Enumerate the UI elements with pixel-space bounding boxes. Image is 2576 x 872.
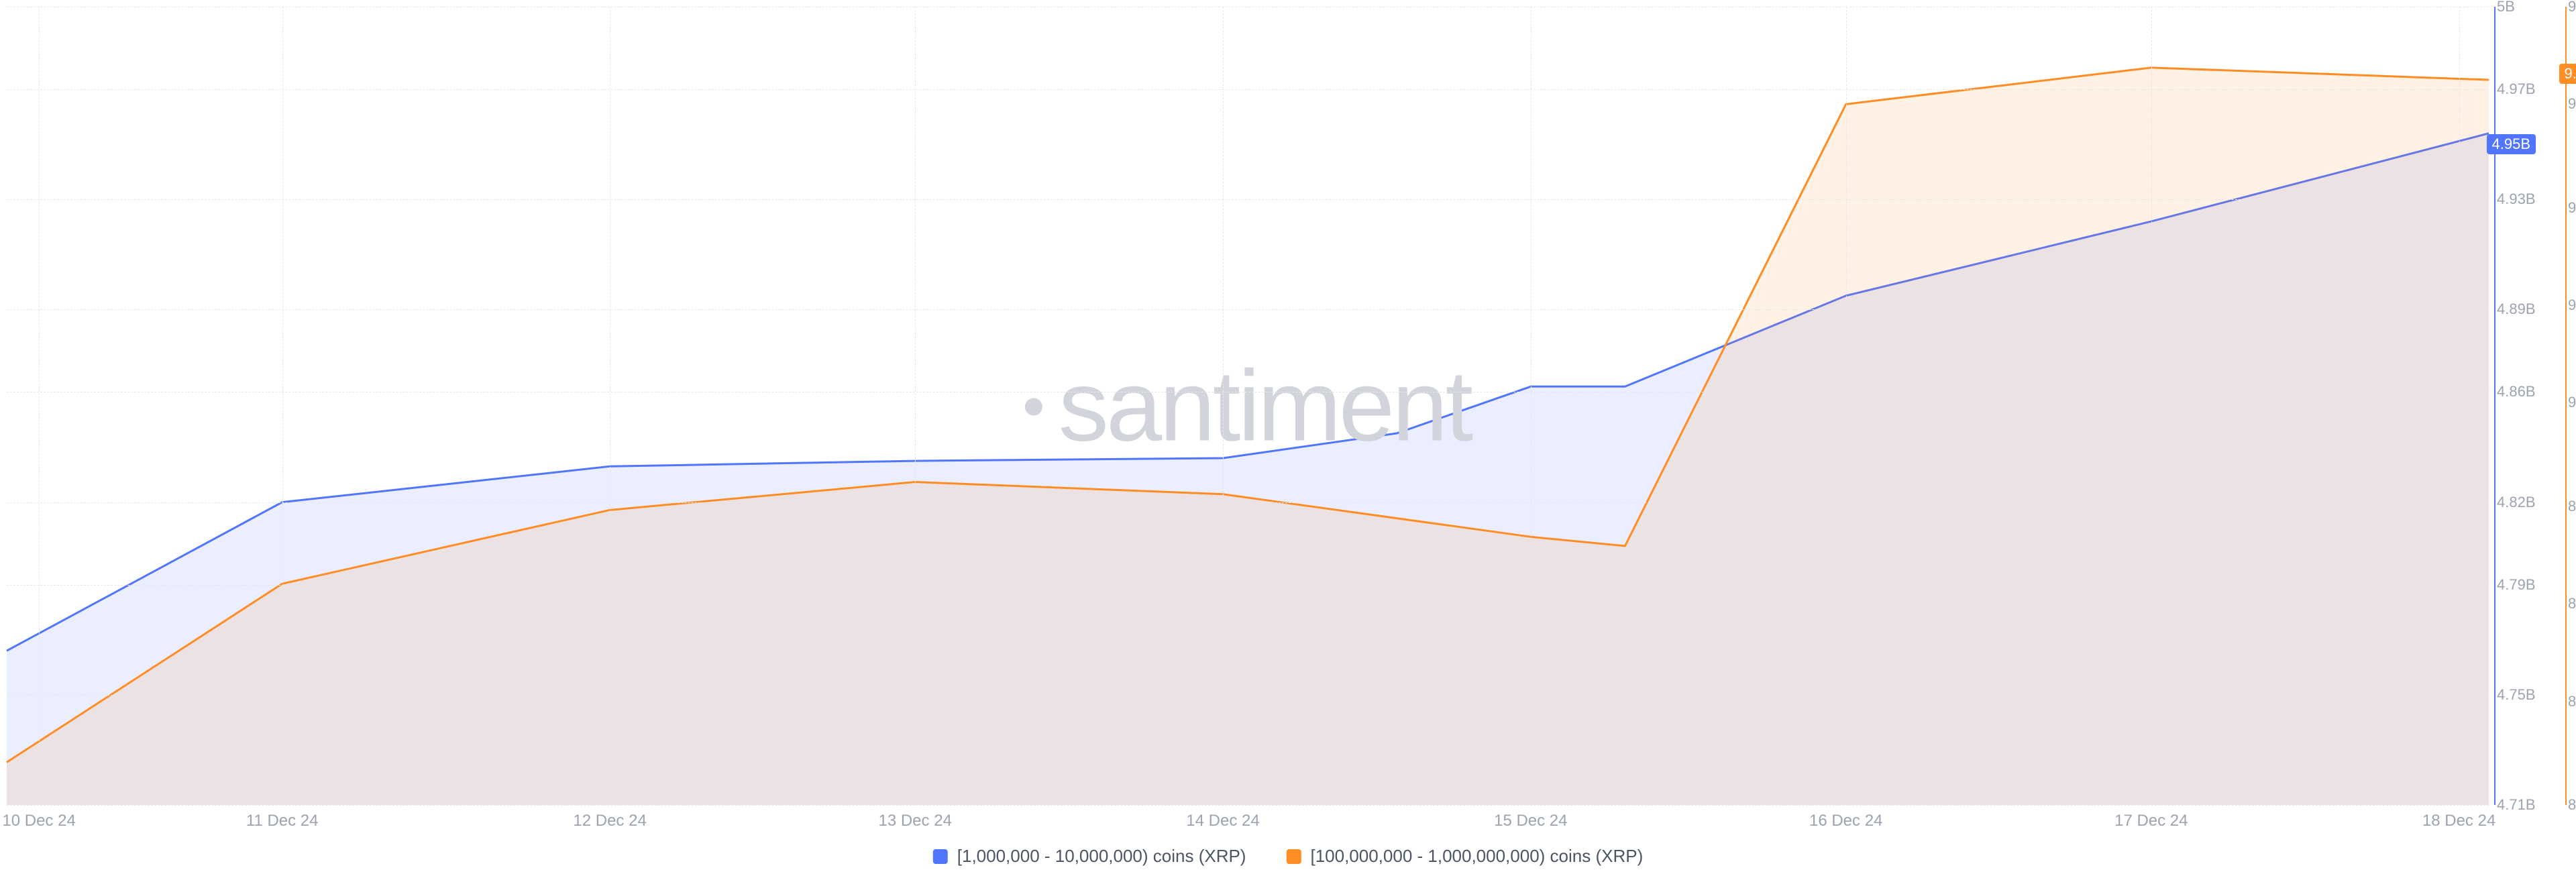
legend-item-series-2[interactable]: [100,000,000 - 1,000,000,000) coins (XRP… [1286, 846, 1643, 867]
grid-line-vertical [282, 7, 283, 805]
legend-item-series-1[interactable]: [1,000,000 - 10,000,000) coins (XRP) [933, 846, 1246, 867]
y1-tick-label: 4.82B [2497, 494, 2529, 511]
x-tick-label: 10 Dec 24 [2, 812, 75, 830]
grid-line-vertical [39, 7, 40, 805]
y1-current-badge-label: 4.95B [2492, 135, 2531, 152]
y1-tick-label: 4.86B [2497, 383, 2529, 400]
y2-tick-label: 8.76B [2568, 595, 2576, 612]
y2-tick-label: 9.58B [2568, 95, 2576, 113]
y-axis-right-line [2565, 7, 2567, 805]
x-tick-label: 11 Dec 24 [246, 812, 319, 830]
y1-current-badge: 4.95B [2487, 134, 2536, 154]
grid-line-horizontal [7, 695, 2489, 696]
y1-tick-label: 4.93B [2497, 190, 2529, 208]
grid-line-horizontal [7, 805, 2489, 806]
y1-tick-label: 5B [2497, 0, 2529, 15]
y2-current-badge: 9.63B [2559, 64, 2576, 84]
x-tick-label: 16 Dec 24 [1809, 812, 1882, 830]
grid-line-vertical [915, 7, 916, 805]
chart-svg [7, 7, 2489, 805]
x-tick-label: 17 Dec 24 [2114, 812, 2188, 830]
grid-line-horizontal [7, 309, 2489, 310]
y2-tick-label: 9.09B [2568, 394, 2576, 411]
grid-line-vertical [1531, 7, 1532, 805]
legend-swatch-icon [1286, 849, 1301, 864]
y1-tick-label: 4.79B [2497, 576, 2529, 594]
y1-tick-label: 4.71B [2497, 796, 2529, 814]
grid-line-vertical [1223, 7, 1224, 805]
grid-line-horizontal [7, 199, 2489, 200]
y-axis-left-line [2494, 7, 2496, 805]
chart-container: santiment 10 Dec 24 11 Dec 24 12 Dec 24 13 … [0, 0, 2576, 872]
x-tick-label: 15 Dec 24 [1494, 812, 1567, 830]
legend-label: [100,000,000 - 1,000,000,000) coins (XRP… [1310, 846, 1643, 867]
y2-tick-label: 9.25B [2568, 296, 2576, 314]
grid-line-horizontal [7, 89, 2489, 90]
x-tick-label: 14 Dec 24 [1186, 812, 1259, 830]
y1-tick-label: 4.75B [2497, 686, 2529, 704]
grid-line-horizontal [7, 502, 2489, 503]
y2-tick-label: 9.41B [2568, 199, 2576, 217]
legend: [1,000,000 - 10,000,000) coins (XRP) [10… [933, 846, 1643, 867]
y1-tick-label: 4.97B [2497, 80, 2529, 98]
y1-tick-label: 4.89B [2497, 301, 2529, 318]
y2-tick-label: 8.6B [2568, 693, 2576, 710]
y2-tick-label: 8.92B [2568, 498, 2576, 515]
legend-swatch-icon [933, 849, 948, 864]
grid-line-vertical [2151, 7, 2152, 805]
x-tick-label: 13 Dec 24 [878, 812, 951, 830]
y2-tick-label: 8.43B [2568, 796, 2576, 814]
grid-line-vertical [2459, 7, 2460, 805]
grid-line-horizontal [7, 585, 2489, 586]
legend-label: [1,000,000 - 10,000,000) coins (XRP) [957, 846, 1246, 867]
x-tick-label: 18 Dec 24 [2422, 812, 2496, 830]
y2-tick-label: 9.74B [2568, 0, 2576, 15]
grid-line-vertical [1846, 7, 1847, 805]
plot-area[interactable]: santiment [7, 7, 2489, 805]
y2-current-badge-label: 9.63B [2565, 65, 2576, 82]
x-tick-label: 12 Dec 24 [573, 812, 646, 830]
